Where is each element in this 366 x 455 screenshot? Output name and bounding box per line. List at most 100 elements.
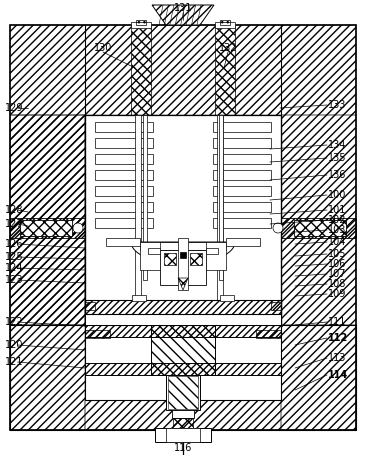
Bar	[85, 325, 281, 400]
Bar	[95, 138, 153, 148]
Text: 128: 128	[5, 205, 23, 215]
Text: 101: 101	[328, 205, 346, 215]
Bar	[132, 295, 146, 301]
Bar	[85, 115, 281, 325]
Bar	[206, 242, 226, 270]
Text: 102: 102	[328, 215, 347, 225]
Bar	[172, 410, 194, 418]
Bar	[151, 325, 215, 375]
Bar	[213, 186, 271, 196]
Text: 109: 109	[328, 289, 346, 299]
Bar	[106, 238, 140, 246]
Bar	[180, 252, 186, 258]
Text: 124: 124	[5, 263, 23, 273]
Bar	[155, 428, 211, 442]
Text: 123: 123	[5, 275, 23, 285]
Bar	[168, 376, 198, 409]
Bar	[140, 242, 226, 250]
Bar	[173, 418, 193, 430]
Text: 103: 103	[328, 225, 346, 235]
Bar	[215, 25, 235, 115]
Bar	[10, 115, 85, 325]
Bar	[213, 138, 271, 148]
Bar	[220, 295, 234, 301]
Text: 106: 106	[328, 259, 346, 269]
Bar	[219, 115, 223, 280]
Polygon shape	[131, 242, 235, 264]
Text: 105: 105	[328, 249, 347, 259]
Text: 132: 132	[219, 43, 237, 53]
Circle shape	[273, 223, 283, 233]
Text: 100: 100	[328, 190, 346, 200]
Text: 113: 113	[328, 353, 346, 363]
Text: 131: 131	[174, 3, 192, 13]
Bar	[294, 220, 346, 236]
Bar	[85, 300, 281, 314]
Text: 120: 120	[5, 340, 23, 350]
Bar	[143, 115, 147, 280]
Text: 135: 135	[328, 153, 347, 163]
Text: 121: 121	[5, 357, 23, 367]
Bar	[271, 302, 281, 310]
Bar	[213, 122, 271, 132]
Bar	[85, 302, 95, 310]
Bar	[215, 22, 235, 28]
Bar	[160, 250, 206, 285]
Bar	[213, 170, 271, 180]
Text: 127: 127	[5, 219, 24, 229]
Bar	[10, 25, 356, 115]
Bar	[281, 115, 356, 325]
Text: 129: 129	[5, 103, 23, 113]
Text: 116: 116	[174, 443, 192, 453]
Bar	[85, 363, 281, 375]
Bar	[136, 20, 146, 25]
Bar	[131, 22, 151, 28]
Bar	[213, 154, 271, 164]
Text: 122: 122	[5, 317, 24, 327]
Bar	[166, 428, 200, 442]
Polygon shape	[152, 5, 214, 25]
Bar	[206, 248, 218, 254]
Bar	[190, 253, 202, 265]
Text: 136: 136	[328, 170, 346, 180]
Bar	[95, 154, 153, 164]
Text: 104: 104	[328, 237, 346, 247]
Text: 108: 108	[328, 279, 346, 289]
Text: 107: 107	[328, 269, 347, 279]
Bar	[213, 218, 271, 228]
Bar	[140, 242, 160, 270]
Bar	[131, 25, 151, 115]
Bar	[166, 375, 200, 410]
Bar	[85, 325, 281, 337]
Bar	[85, 330, 110, 338]
Bar	[213, 202, 271, 212]
Bar	[281, 325, 356, 430]
Bar	[10, 25, 356, 430]
Bar	[217, 115, 223, 300]
Bar	[10, 218, 85, 238]
Bar	[95, 218, 153, 228]
Bar	[85, 314, 281, 325]
Bar	[164, 253, 176, 265]
Bar	[95, 122, 153, 132]
Bar	[226, 238, 260, 246]
Text: 112: 112	[328, 333, 348, 343]
Bar	[256, 330, 281, 338]
Text: 134: 134	[328, 140, 346, 150]
Bar	[10, 325, 85, 430]
Bar	[220, 20, 230, 25]
Bar	[20, 220, 72, 236]
Bar	[95, 170, 153, 180]
Bar	[148, 248, 160, 254]
Bar	[135, 115, 141, 300]
Text: 133: 133	[328, 100, 346, 110]
Bar	[85, 400, 281, 430]
Bar	[281, 218, 356, 238]
Text: 125: 125	[5, 252, 24, 262]
Circle shape	[73, 223, 83, 233]
Bar	[10, 115, 85, 325]
Text: 111: 111	[328, 317, 346, 327]
Text: 126: 126	[5, 239, 23, 249]
Bar	[95, 186, 153, 196]
Bar	[95, 202, 153, 212]
